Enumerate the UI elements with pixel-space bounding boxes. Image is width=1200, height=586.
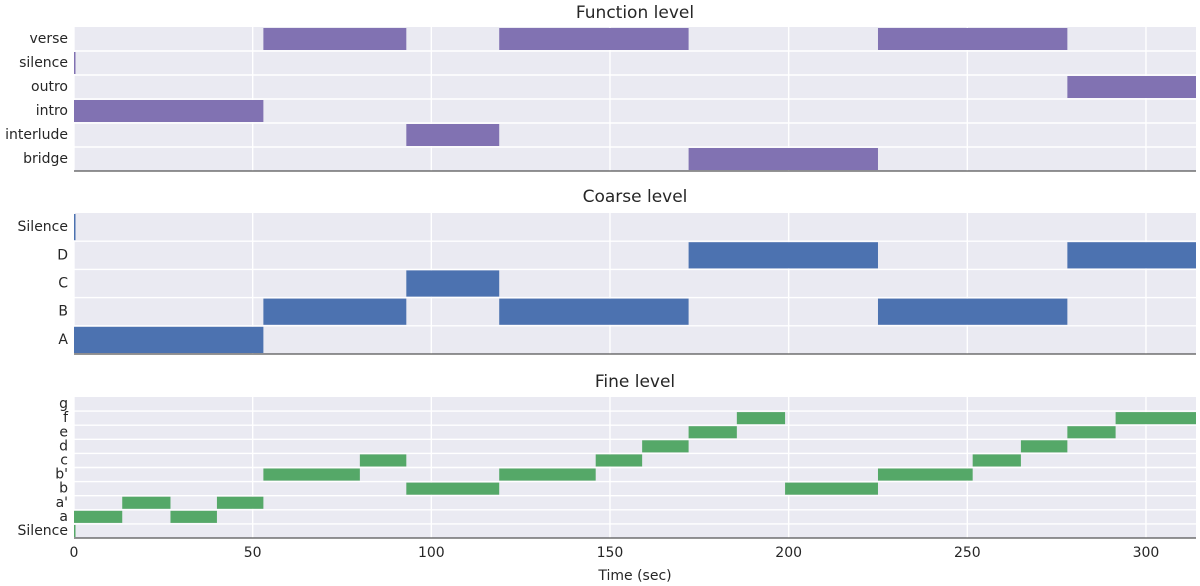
- function-ylabel-interlude: interlude: [5, 127, 68, 143]
- coarse-segments: [74, 214, 1196, 353]
- x-tick-300: 300: [1133, 545, 1160, 561]
- x-tick-200: 200: [775, 545, 802, 561]
- fine-ylabel-f: f: [63, 410, 69, 426]
- function-segment-outro-7: [1067, 76, 1196, 98]
- x-tick-50: 50: [244, 545, 262, 561]
- function-level-panel: Function level verse silence outro intro int…: [5, 3, 1196, 172]
- function-segments: [74, 28, 1196, 170]
- coarse-segment-d-5: [688, 242, 878, 269]
- fine-segment-c-9: [595, 454, 643, 467]
- fine-segment-b-prime-14: [877, 468, 973, 481]
- fine-segment-a-prime-2: [122, 496, 171, 509]
- function-segment-verse-4: [499, 28, 689, 50]
- function-segment-intro-0: [74, 100, 264, 122]
- x-tick-labels: 0 50 100 150 200 250 300: [70, 545, 1160, 561]
- function-ylabel-verse: verse: [29, 31, 68, 47]
- coarse-gridlines: [73, 213, 1196, 354]
- coarse-segment-silence-0: [74, 214, 76, 241]
- coarse-ylabel-c: C: [58, 276, 68, 292]
- x-tick-0: 0: [70, 545, 79, 561]
- coarse-ylabel-d: D: [57, 247, 68, 263]
- function-ylabel-outro: outro: [31, 79, 68, 95]
- fine-segment-a-3: [170, 510, 217, 523]
- fine-segment-b-7: [406, 482, 500, 495]
- fine-ylabel-a: a: [59, 509, 68, 525]
- coarse-segment-b-6: [877, 298, 1068, 325]
- coarse-segment-c-3: [406, 270, 500, 297]
- function-y-labels: verse silence outro intro interlude bridge: [5, 31, 68, 167]
- fine-ylabel-d: d: [59, 438, 68, 454]
- fine-ylabel-silence: Silence: [18, 523, 68, 539]
- fine-segment-f-12: [736, 412, 786, 425]
- function-gridlines: [73, 27, 1196, 171]
- fine-ylabel-b: b: [59, 481, 68, 497]
- fine-segment-e-11: [688, 426, 737, 439]
- fine-segment-b-prime-8: [499, 468, 596, 481]
- fine-segment-a-prime-4: [216, 496, 264, 509]
- function-segment-verse-6: [877, 28, 1068, 50]
- fine-level-title: Fine level: [595, 372, 675, 392]
- coarse-segment-b-2: [263, 298, 407, 325]
- x-tick-150: 150: [597, 545, 624, 561]
- coarse-segment-b-4: [499, 298, 689, 325]
- function-segment-interlude-3: [406, 124, 500, 146]
- fine-segment-c-6: [359, 454, 407, 467]
- function-segment-silence-1: [74, 52, 76, 74]
- fine-segments: [74, 412, 1196, 537]
- function-ylabel-bridge: bridge: [23, 151, 68, 167]
- x-tick-100: 100: [418, 545, 445, 561]
- coarse-segment-a-1: [74, 326, 264, 353]
- function-ylabel-silence: silence: [19, 55, 68, 71]
- x-tick-250: 250: [954, 545, 981, 561]
- coarse-segment-d-7: [1067, 242, 1196, 269]
- fine-segment-e-17: [1067, 426, 1116, 439]
- fine-segment-silence-0: [74, 524, 76, 537]
- fine-ylabel-g: g: [59, 396, 68, 412]
- function-segment-bridge-5: [688, 148, 878, 170]
- coarse-ylabel-a: A: [58, 332, 68, 348]
- fine-segment-b-13: [785, 482, 878, 495]
- fine-ylabel-c: c: [60, 452, 68, 468]
- fine-segment-b-prime-5: [263, 468, 360, 481]
- fine-ylabel-a-prime: a': [56, 495, 68, 511]
- fine-segment-f-18: [1115, 412, 1196, 425]
- coarse-level-title: Coarse level: [583, 187, 688, 207]
- fine-ylabel-e: e: [59, 424, 68, 440]
- fine-segment-d-10: [642, 440, 689, 453]
- coarse-ylabel-silence: Silence: [18, 219, 68, 235]
- coarse-ylabel-b: B: [58, 304, 68, 320]
- function-ylabel-intro: intro: [36, 103, 68, 119]
- function-level-title: Function level: [576, 3, 694, 23]
- function-segment-verse-2: [263, 28, 407, 50]
- fine-segment-a-1: [74, 510, 123, 523]
- x-axis-label: Time (sec): [597, 568, 671, 584]
- fine-gridlines: [73, 397, 1196, 538]
- fine-segment-d-16: [1020, 440, 1068, 453]
- fine-segment-c-15: [972, 454, 1021, 467]
- fine-ylabel-b-prime: b': [55, 467, 68, 483]
